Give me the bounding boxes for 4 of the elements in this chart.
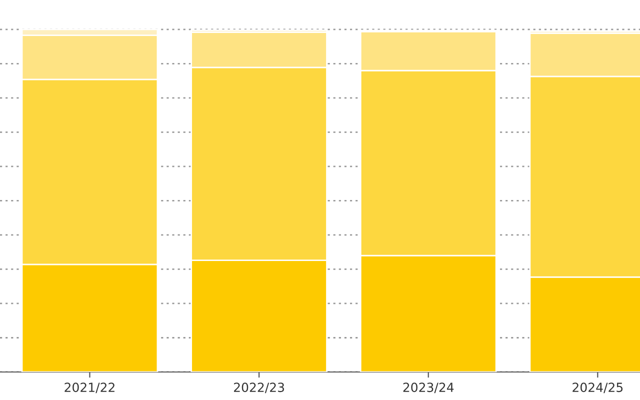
x-tick-label: 2023/24 <box>403 382 454 394</box>
x-tick-label: 2021/22 <box>64 382 114 394</box>
x-tick-label: 2022/23 <box>234 382 284 394</box>
x-tick-label: 2024/25 <box>572 382 623 394</box>
